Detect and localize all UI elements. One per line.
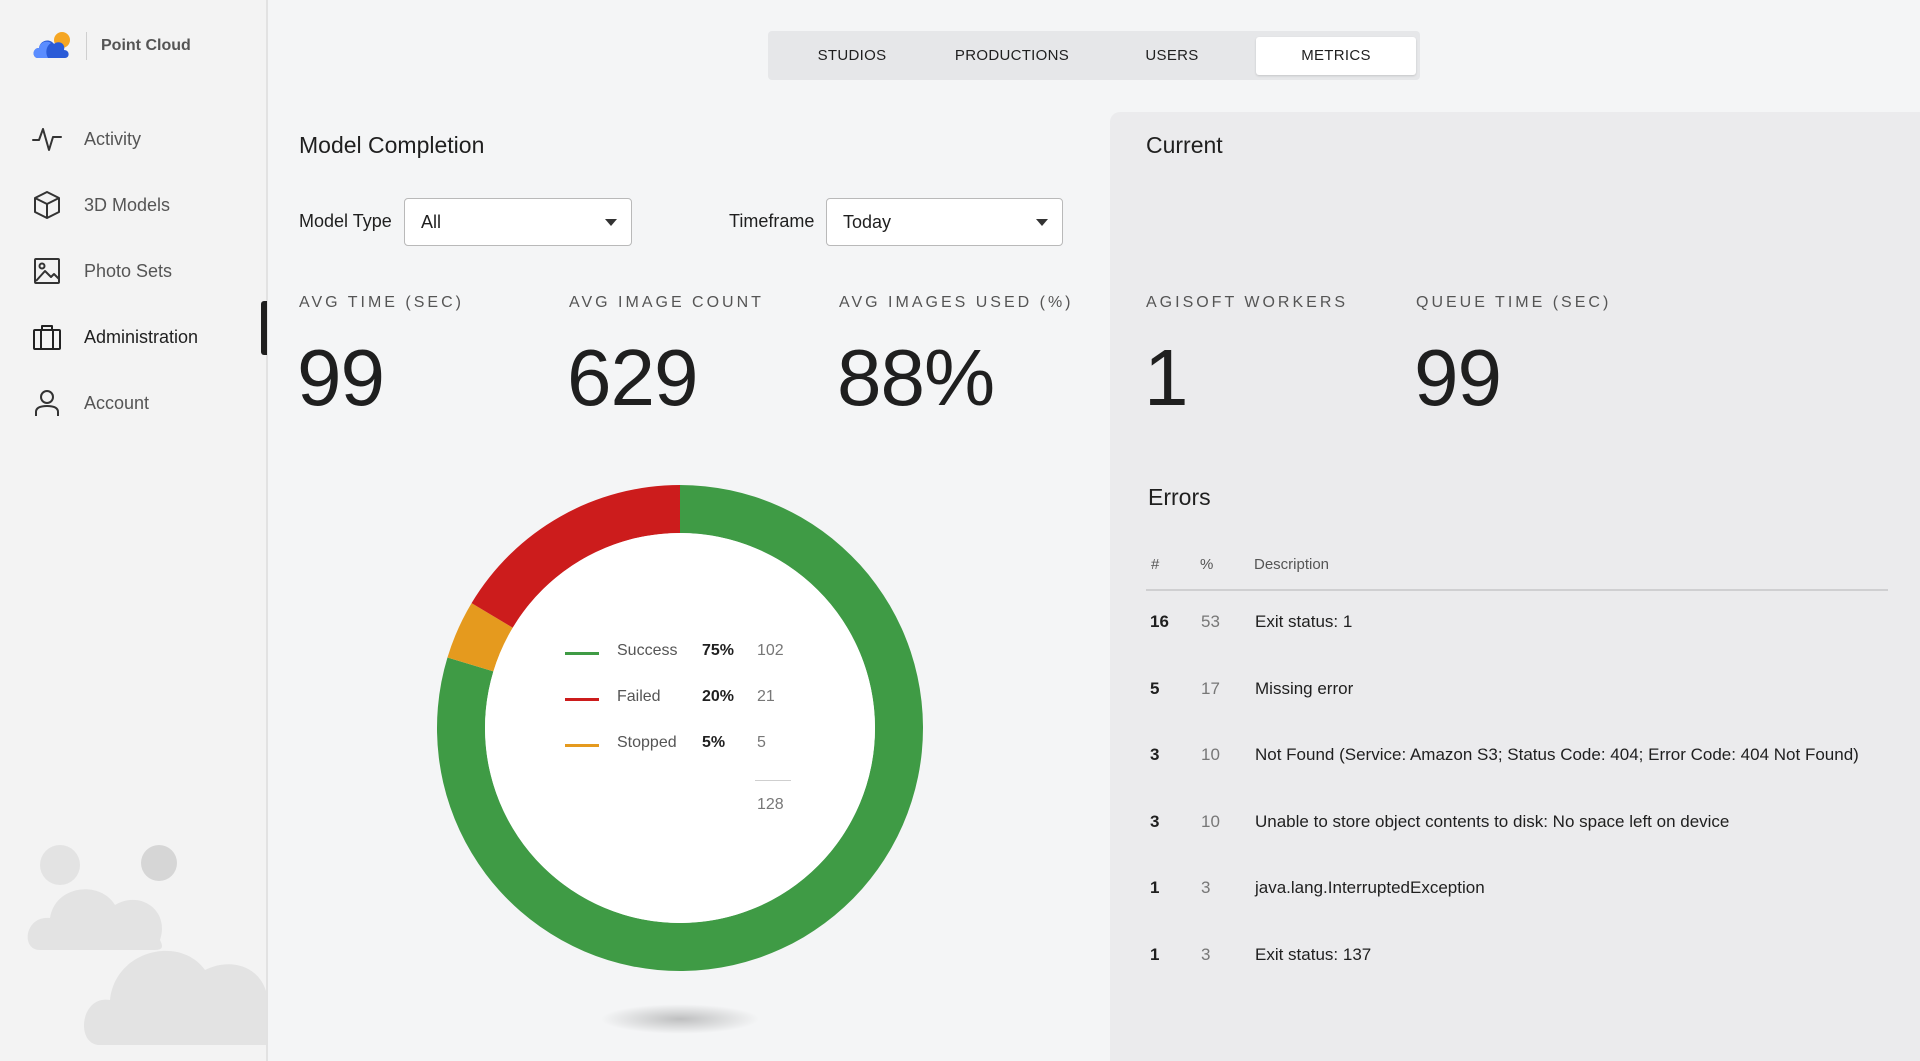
- timeframe-label: Timeframe: [729, 211, 815, 231]
- error-count: 5: [1150, 679, 1160, 698]
- model-type-value: All: [421, 211, 442, 232]
- brand-divider: [86, 32, 87, 60]
- tab-users[interactable]: USERS: [1145, 47, 1199, 64]
- legend-count: 5: [757, 734, 766, 751]
- error-percent: 3: [1201, 945, 1211, 964]
- legend-row-failed: Failed 20% 21: [565, 688, 775, 705]
- error-percent: 17: [1201, 679, 1220, 698]
- legend-total-divider: [755, 780, 791, 781]
- error-count: 1: [1150, 878, 1160, 897]
- legend-percent: 20%: [702, 688, 735, 705]
- legend-total: 128: [757, 796, 784, 813]
- brand[interactable]: Point Cloud: [32, 28, 191, 64]
- legend-label: Stopped: [617, 734, 677, 751]
- error-description: Missing error: [1255, 679, 1354, 698]
- model-completion-title: Model Completion: [299, 132, 485, 158]
- activity-icon: [30, 122, 64, 156]
- sidebar-item-photo-sets[interactable]: Photo Sets: [30, 238, 198, 304]
- error-count: 16: [1150, 612, 1169, 631]
- legend-swatch: [565, 698, 599, 701]
- cloud-logo-icon: [32, 28, 74, 64]
- error-description: Exit status: 137: [1255, 945, 1372, 964]
- avg-time-value: 99: [297, 333, 385, 422]
- chevron-down-icon: [1036, 219, 1048, 226]
- queue-time-value: 99: [1414, 333, 1502, 422]
- sidebar-item-administration[interactable]: Administration: [30, 304, 198, 370]
- error-percent: 53: [1201, 612, 1220, 631]
- completion-donut-chart: [437, 485, 923, 971]
- donut-hole: [485, 533, 875, 923]
- legend-percent: 5%: [702, 734, 726, 751]
- error-count: 3: [1150, 745, 1160, 764]
- briefcase-icon: [30, 320, 64, 354]
- sidebar-item-activity[interactable]: Activity: [30, 106, 198, 172]
- errors-title: Errors: [1148, 484, 1211, 510]
- cube-icon: [30, 188, 64, 222]
- legend-percent: 75%: [702, 642, 735, 659]
- sidebar-item-3d-models[interactable]: 3D Models: [30, 172, 198, 238]
- agisoft-workers-value: 1: [1144, 333, 1188, 422]
- user-icon: [30, 386, 64, 420]
- timeframe-value: Today: [843, 211, 892, 232]
- sidebar-item-account[interactable]: Account: [30, 370, 198, 436]
- errors-header-desc: Description: [1254, 556, 1330, 573]
- sidebar: Point Cloud Activity 3D Models Photo Set…: [0, 0, 268, 1061]
- errors-header-pct: %: [1200, 556, 1214, 573]
- chart-shadow: [600, 1004, 760, 1034]
- legend-swatch: [565, 744, 599, 747]
- decorative-clouds-illustration: [0, 830, 266, 1061]
- error-description: java.lang.InterruptedException: [1255, 878, 1485, 897]
- active-nav-indicator: [261, 301, 267, 355]
- chevron-down-icon: [605, 219, 617, 226]
- error-description: Exit status: 1: [1255, 612, 1353, 631]
- queue-time-label: QUEUE TIME (SEC): [1416, 294, 1612, 311]
- legend-row-stopped: Stopped 5% 5: [565, 734, 766, 751]
- legend-label: Success: [617, 642, 678, 659]
- avg-time-label: AVG TIME (SEC): [299, 294, 464, 311]
- legend-count: 21: [757, 688, 775, 705]
- brand-name: Point Cloud: [101, 37, 191, 54]
- error-description: Not Found (Service: Amazon S3; Status Co…: [1255, 745, 1859, 764]
- legend-row-success: Success 75% 102: [565, 642, 784, 659]
- donut-slice-stopped: [447, 603, 513, 672]
- error-description: Unable to store object contents to disk:…: [1255, 812, 1730, 831]
- tab-metrics[interactable]: METRICS: [1256, 36, 1416, 75]
- legend-swatch: [565, 652, 599, 655]
- agisoft-workers-label: AGISOFT WORKERS: [1146, 294, 1349, 311]
- error-count: 1: [1150, 945, 1160, 964]
- errors-header-num: #: [1151, 556, 1160, 573]
- sidebar-item-label: Activity: [84, 128, 142, 149]
- sidebar-item-label: Account: [84, 392, 150, 413]
- error-percent: 10: [1201, 812, 1220, 831]
- model-type-select[interactable]: All: [404, 198, 632, 246]
- error-percent: 10: [1201, 745, 1220, 764]
- current-title: Current: [1146, 132, 1223, 158]
- donut-slice-failed: [471, 485, 680, 628]
- current-panel: [1110, 112, 1920, 1061]
- timeframe-select[interactable]: Today: [826, 198, 1063, 246]
- tab-studios[interactable]: STUDIOS: [817, 47, 887, 64]
- avg-images-used-label: AVG IMAGES USED (%): [839, 294, 1074, 311]
- top-tabbar: STUDIOS PRODUCTIONS USERS METRICS: [768, 31, 1420, 80]
- avg-images-used-value: 88%: [837, 333, 995, 422]
- sidebar-item-label: 3D Models: [84, 194, 171, 215]
- sidebar-nav: Activity 3D Models Photo Sets Administra…: [30, 106, 198, 436]
- sidebar-item-label: Photo Sets: [84, 260, 173, 281]
- error-count: 3: [1150, 812, 1160, 831]
- legend-label: Failed: [617, 688, 661, 705]
- errors-header-divider: [1146, 589, 1888, 591]
- avg-image-count-value: 629: [567, 333, 698, 422]
- tab-productions[interactable]: PRODUCTIONS: [954, 47, 1070, 64]
- model-type-label: Model Type: [299, 211, 392, 231]
- image-icon: [30, 254, 64, 288]
- legend-count: 102: [757, 642, 784, 659]
- avg-image-count-label: AVG IMAGE COUNT: [569, 294, 764, 311]
- sidebar-item-label: Administration: [84, 326, 199, 347]
- error-percent: 3: [1201, 878, 1211, 897]
